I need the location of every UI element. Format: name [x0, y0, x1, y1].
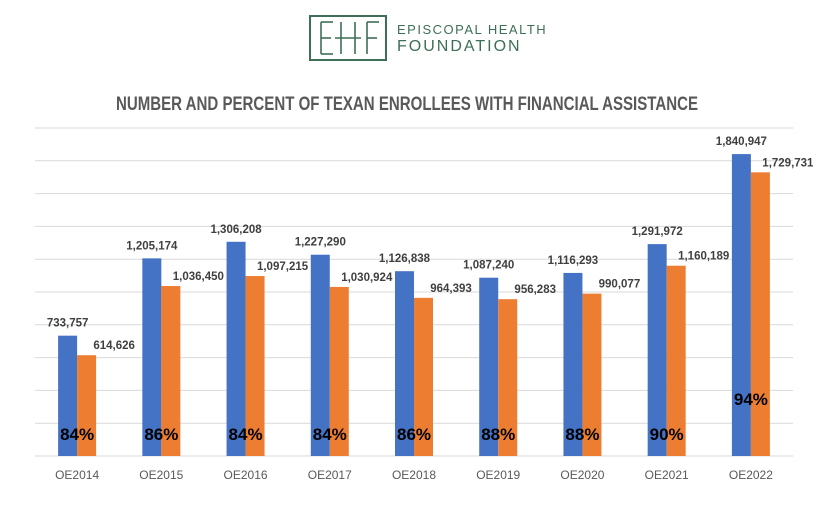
percent-label: 86% [397, 425, 431, 444]
bar-series-1 [395, 271, 414, 456]
data-label-series-1: 1,087,240 [463, 260, 514, 272]
data-label-series-2: 964,393 [430, 283, 472, 295]
data-label-series-2: 956,283 [514, 284, 556, 296]
bar-series-2 [498, 299, 518, 456]
data-labels: 733,757 614,626 84% 1,205,174 1,036,450 86% 1,… [47, 136, 814, 444]
x-tick-label: OE2015 [139, 468, 183, 482]
bar-series-2 [77, 355, 97, 456]
x-tick-label: OE2021 [645, 468, 689, 482]
data-label-series-1: 1,227,290 [295, 237, 346, 249]
data-label-series-2: 1,030,924 [341, 272, 393, 284]
percent-label: 88% [565, 425, 599, 444]
data-label-series-2: 1,036,450 [173, 271, 224, 283]
bar-series-2 [329, 286, 349, 456]
data-label-series-2: 1,160,189 [678, 251, 729, 263]
percent-label: 88% [481, 425, 515, 444]
percent-label: 84% [60, 425, 94, 444]
data-label-series-1: 1,126,838 [379, 253, 431, 265]
bar-series-1 [479, 277, 499, 456]
percent-label: 86% [144, 425, 178, 444]
logo-line1: EPISCOPAL HEALTH [397, 22, 548, 37]
x-tick-label: OE2017 [308, 468, 352, 482]
bar-series-2 [666, 265, 686, 456]
bar-series-1 [58, 335, 78, 456]
x-tick-label: OE2016 [224, 468, 268, 482]
bar-series-2 [582, 293, 602, 456]
bar-series-1 [226, 241, 246, 456]
bar-series-1 [563, 272, 583, 456]
data-label-series-2: 1,097,215 [257, 261, 309, 273]
data-label-series-1: 1,205,174 [126, 240, 178, 252]
chart-title: NUMBER AND PERCENT OF TEXAN ENROLLEES WI… [116, 94, 698, 115]
data-label-series-1: 1,291,972 [632, 226, 683, 238]
percent-label: 84% [229, 425, 263, 444]
data-label-series-2: 1,729,731 [762, 157, 814, 169]
x-tick-label: OE2020 [560, 468, 604, 482]
x-tick-label: OE2019 [476, 468, 520, 482]
bar-series-1 [310, 254, 330, 456]
x-tick-label: OE2018 [392, 468, 436, 482]
data-label-series-1: 1,840,947 [716, 136, 767, 148]
bar-series-2 [414, 297, 433, 456]
x-axis-labels: OE2014 OE2015 OE2016 OE2017 OE2018 OE2019 OE20… [55, 468, 773, 482]
percent-label: 90% [650, 425, 684, 444]
data-label-series-1: 1,306,208 [210, 224, 262, 236]
data-label-series-2: 990,077 [599, 279, 641, 291]
bar-series-2 [245, 276, 265, 456]
data-label-series-2: 614,626 [93, 340, 135, 352]
bar-series-1 [142, 258, 162, 456]
data-label-series-1: 733,757 [47, 318, 89, 330]
logo-mark-icon [309, 15, 387, 61]
bar-series-1 [731, 154, 751, 456]
percent-label: 84% [313, 425, 347, 444]
logo-line2: FOUNDATION [397, 38, 522, 55]
bars [58, 154, 770, 457]
foundation-logo: EPISCOPAL HEALTH FOUNDATION [309, 14, 547, 62]
percent-label: 94% [734, 390, 768, 409]
bar-series-2 [161, 286, 181, 456]
data-label-series-1: 1,116,293 [548, 255, 599, 267]
x-tick-label: OE2022 [729, 468, 773, 482]
bar-series-2 [750, 172, 770, 457]
bar-series-1 [647, 244, 667, 456]
x-tick-label: OE2014 [55, 468, 99, 482]
